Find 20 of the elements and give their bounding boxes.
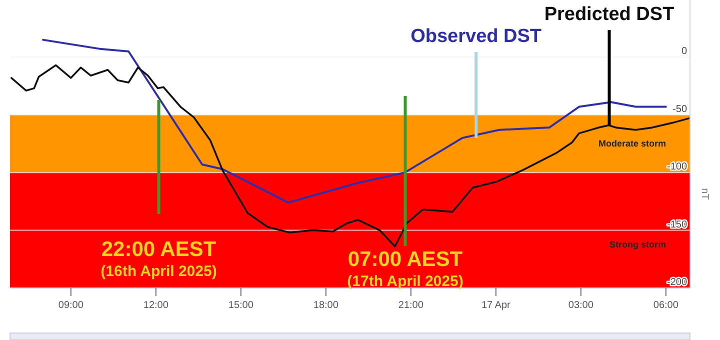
- y-tick-label: -200: [666, 277, 688, 288]
- x-tick-label: 18:00: [313, 300, 339, 311]
- annotation: Observed DST: [410, 26, 542, 47]
- x-tick-label: 17 Apr: [481, 300, 512, 311]
- x-tick-label: 06:00: [653, 300, 679, 311]
- x-tick-label: 09:00: [58, 300, 84, 311]
- band-label: Moderate storm: [598, 138, 666, 149]
- y-tick-label: -100: [666, 162, 688, 173]
- x-tick-label: 03:00: [568, 300, 594, 311]
- x-tick-label: 15:00: [228, 300, 254, 311]
- annotation: Predicted DST: [544, 4, 675, 25]
- y-axis-title: nT: [699, 188, 710, 200]
- y-tick-label: 0: [681, 46, 688, 58]
- ref-line-label: 07:00 AEST (17th April 2025): [347, 248, 464, 290]
- ref-line-label: 22:00 AEST (16th April 2025): [100, 238, 217, 280]
- x-tick-label: 12:00: [143, 300, 169, 311]
- y-tick-label: -150: [666, 219, 688, 230]
- y-tick-label: -50: [672, 104, 688, 115]
- band-label: Strong storm: [609, 239, 666, 250]
- x-tick-label: 21:00: [398, 300, 424, 311]
